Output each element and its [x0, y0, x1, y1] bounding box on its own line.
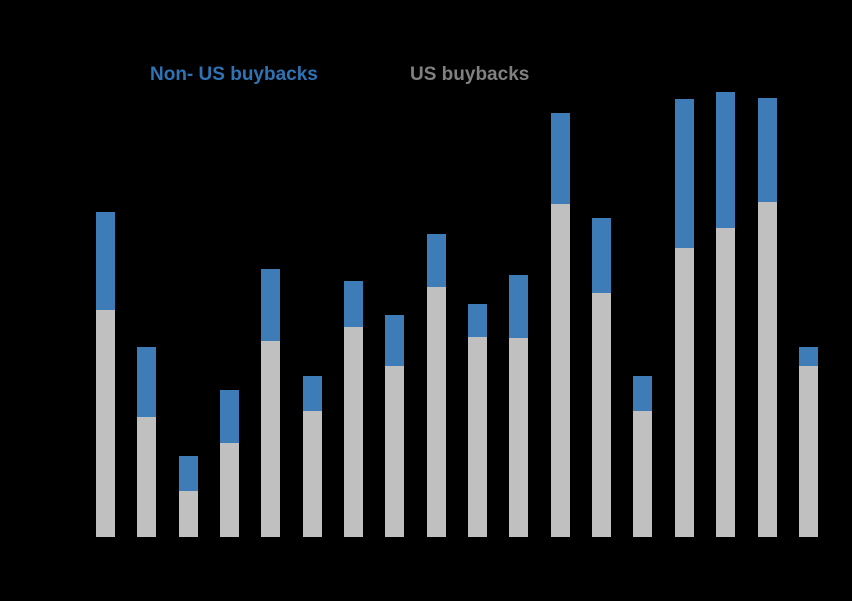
us-buybacks-segment [344, 327, 364, 537]
bar-group [426, 234, 446, 537]
non-us-buybacks-segment [509, 275, 529, 338]
bar-group [344, 281, 364, 537]
non-us-buybacks-segment [261, 269, 281, 341]
us-buybacks-segment [757, 202, 777, 537]
legend-label-us-buybacks: US buybacks [410, 64, 530, 85]
bar-group [220, 390, 240, 537]
bar-group [716, 92, 736, 537]
chart-legend: Non- US buybacks US buybacks [0, 64, 852, 92]
bar-group [550, 113, 570, 537]
bar-group [674, 99, 694, 537]
non-us-buybacks-segment [592, 218, 612, 293]
bar-group [798, 347, 818, 537]
us-buybacks-segment [674, 248, 694, 537]
non-us-buybacks-segment [302, 376, 322, 411]
plot-area [96, 92, 818, 537]
non-us-buybacks-segment [757, 98, 777, 202]
us-buybacks-segment [220, 443, 240, 537]
non-us-buybacks-segment [344, 281, 364, 327]
us-buybacks-segment [96, 310, 115, 537]
non-us-buybacks-segment [137, 347, 157, 417]
bar-group [757, 98, 777, 537]
us-buybacks-segment [550, 204, 570, 537]
non-us-buybacks-segment [96, 212, 115, 310]
non-us-buybacks-segment [220, 390, 240, 443]
us-buybacks-segment [592, 293, 612, 537]
us-buybacks-segment [716, 228, 736, 537]
non-us-buybacks-segment [385, 315, 405, 366]
us-buybacks-segment [302, 411, 322, 537]
bar-group [178, 456, 198, 537]
us-buybacks-segment [137, 417, 157, 537]
non-us-buybacks-segment [674, 99, 694, 248]
bar-group [302, 376, 322, 537]
us-buybacks-segment [426, 287, 446, 537]
bar-group [592, 218, 612, 537]
bar-group [468, 304, 488, 537]
us-buybacks-segment [178, 491, 198, 537]
us-buybacks-segment [798, 366, 818, 537]
us-buybacks-segment [261, 341, 281, 537]
bar-group [385, 315, 405, 537]
us-buybacks-segment [468, 337, 488, 537]
bar-group [96, 212, 115, 537]
bar-group [509, 275, 529, 537]
non-us-buybacks-segment [426, 234, 446, 287]
non-us-buybacks-segment [716, 92, 736, 228]
non-us-buybacks-segment [550, 113, 570, 204]
non-us-buybacks-segment [178, 456, 198, 491]
us-buybacks-segment [509, 338, 529, 537]
legend-label-non-us-buybacks: Non- US buybacks [150, 64, 318, 85]
bar-group [137, 347, 157, 537]
bar-group [261, 269, 281, 537]
bar-group [633, 376, 653, 537]
non-us-buybacks-segment [468, 304, 488, 337]
non-us-buybacks-segment [633, 376, 653, 411]
us-buybacks-segment [385, 366, 405, 537]
us-buybacks-segment [633, 411, 653, 537]
non-us-buybacks-segment [798, 347, 818, 366]
